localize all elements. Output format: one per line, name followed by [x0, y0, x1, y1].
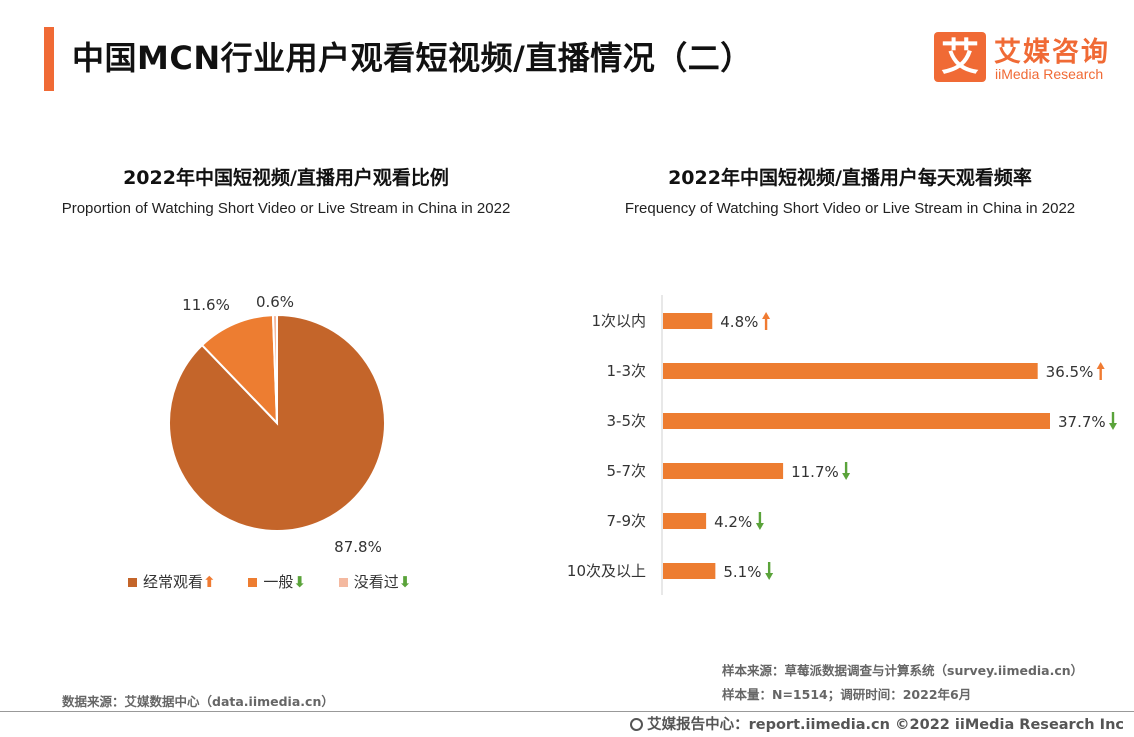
- trend-up-icon: [762, 312, 771, 330]
- trend-down-icon: ⬇: [398, 573, 412, 591]
- pie-chart-subtitle: Proportion of Watching Short Video or Li…: [61, 200, 511, 217]
- pie-label-often: 87.8%: [334, 538, 382, 556]
- legend-item-normal: 一般⬇: [248, 571, 306, 592]
- bar-chart-subtitle: Frequency of Watching Short Video or Liv…: [624, 200, 1076, 217]
- pie-label-never: 0.6%: [256, 293, 294, 311]
- logo-text-en: iiMedia Research: [995, 66, 1104, 82]
- pie-slice-normal: [200, 314, 279, 426]
- bar-category-label: 5-7次: [607, 462, 647, 480]
- title-accent-bar: [44, 27, 54, 91]
- data-source-note: 数据来源：艾媒数据中心（data.iimedia.cn）: [62, 694, 334, 709]
- bar-category-label: 1-3次: [607, 362, 647, 380]
- trend-down-icon: [765, 562, 774, 580]
- bar-value-label: 4.2%: [714, 513, 752, 531]
- logo-icon: 艾: [934, 32, 986, 82]
- bar-category-label: 1次以内: [591, 312, 646, 330]
- bar-value-label: 37.7%: [1058, 413, 1106, 431]
- legend-swatch-normal: [248, 578, 258, 587]
- bar-value-label: 4.8%: [720, 313, 758, 331]
- trend-up-icon: [1096, 362, 1105, 380]
- pie-legend: 经常观看⬆ 一般⬇ 没看过⬇: [128, 571, 439, 592]
- brand-logo: 艾 艾媒咨询 iiMedia Research: [934, 30, 1124, 86]
- trend-down-icon: [1109, 412, 1117, 430]
- bar-3: [663, 463, 784, 479]
- bar-value-label: 5.1%: [723, 563, 761, 581]
- page-title: 中国MCN行业用户观看短视频/直播情况（二）: [72, 39, 753, 77]
- legend-label-normal: 一般: [263, 573, 294, 591]
- pie-slice-never: [271, 313, 278, 424]
- trend-down-icon: [755, 512, 764, 530]
- trend-down-icon: [842, 462, 851, 480]
- pie-chart: 87.8% 11.6% 0.6%: [168, 293, 386, 556]
- bar-category-label: 10次及以上: [567, 562, 646, 580]
- bar-0: [663, 313, 713, 329]
- trend-down-icon: ⬇: [293, 573, 306, 591]
- legend-swatch-never: [338, 578, 348, 587]
- bar-chart-title: 2022年中国短视频/直播用户每天观看频率: [668, 167, 1032, 189]
- pie-label-normal: 11.6%: [182, 296, 230, 314]
- footer: 艾媒报告中心：report.iimedia.cn ©2022 iiMedia R…: [630, 713, 1124, 734]
- legend-item-never: 没看过⬇: [338, 571, 412, 592]
- logo-text-cn: 艾媒咨询: [994, 37, 1110, 68]
- footer-text: 艾媒报告中心：report.iimedia.cn ©2022 iiMedia R…: [647, 717, 1124, 733]
- globe-icon: [630, 718, 644, 731]
- bar-value-label: 11.7%: [791, 463, 839, 481]
- bar-value-label: 36.5%: [1046, 363, 1094, 381]
- trend-up-icon: ⬆: [203, 573, 216, 591]
- legend-swatch-often: [128, 578, 137, 587]
- bar-1: [663, 363, 1038, 379]
- bar-2: [663, 413, 1050, 429]
- bar-chart: 1次以内 4.8% 1-3次 36.5% 3-5次 37.7% 5-7次 11.7% 7-9次 4…: [567, 295, 1117, 595]
- pie-chart-title: 2022年中国短视频/直播用户观看比例: [123, 167, 449, 189]
- bar-category-label: 3-5次: [607, 412, 647, 430]
- footer-divider: [0, 711, 1134, 712]
- sample-source-note: 样本来源：草莓派数据调查与计算系统（survey.iimedia.cn）: [722, 663, 1084, 678]
- legend-item-often: 经常观看⬆: [128, 571, 216, 592]
- bar-4: [663, 513, 707, 529]
- bar-5: [663, 563, 716, 579]
- sample-size-note: 样本量：N=1514；调研时间：2022年6月: [722, 687, 972, 702]
- legend-label-never: 没看过: [353, 573, 399, 591]
- bar-category-label: 7-9次: [607, 512, 647, 530]
- legend-label-often: 经常观看: [143, 573, 204, 591]
